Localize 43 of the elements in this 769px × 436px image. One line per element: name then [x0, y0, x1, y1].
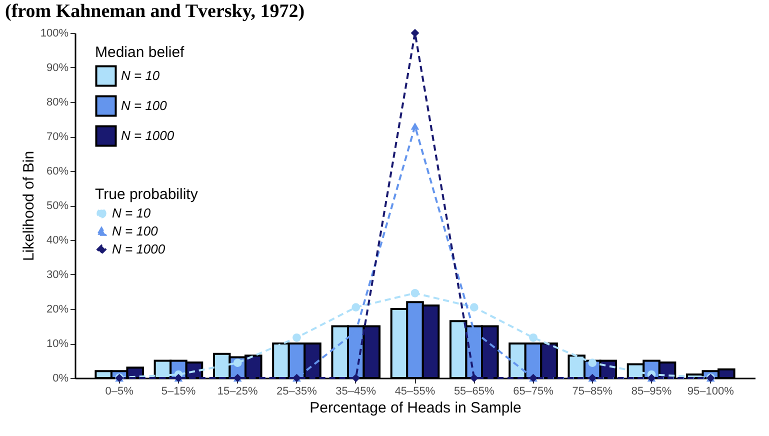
- x-tick-label: 95–100%: [687, 386, 734, 398]
- point: [410, 122, 420, 130]
- point: [352, 303, 360, 312]
- y-tick-label: 70%: [46, 131, 69, 143]
- x-axis-title: Percentage of Heads in Sample: [310, 400, 522, 416]
- point: [352, 374, 360, 382]
- point: [410, 288, 420, 298]
- x-tick-label: 65–75%: [513, 386, 554, 398]
- y-axis-title: Likelihood of Bin: [20, 150, 38, 262]
- legend-label: N = 100: [112, 224, 159, 238]
- y-tick-label: 100%: [40, 28, 69, 40]
- y-tick-label: 90%: [46, 62, 69, 74]
- point: [470, 303, 478, 312]
- x-tick-label: 15–25%: [217, 386, 258, 398]
- x-tick-label: 45–55%: [394, 386, 436, 398]
- point: [470, 374, 478, 382]
- legend-label: N = 10: [121, 68, 160, 83]
- x-tick-label: 5–15%: [161, 386, 196, 398]
- x-tick-label: 0–5%: [105, 386, 134, 398]
- y-tick-label: 60%: [46, 166, 69, 178]
- y-tick-label: 50%: [46, 200, 69, 212]
- point: [529, 333, 538, 342]
- legend-label: N = 1000: [121, 128, 175, 143]
- y-tick-label: 40%: [46, 234, 69, 246]
- legend-label: N = 10: [112, 206, 152, 220]
- y-tick-label: 10%: [46, 338, 69, 350]
- chart-title: (from Kahneman and Tversky, 1972): [5, 1, 305, 22]
- point: [410, 28, 420, 38]
- legend-title: Median belief: [95, 44, 186, 61]
- x-tick-label: 35–45%: [336, 386, 376, 398]
- y-tick-label: 0%: [52, 372, 69, 384]
- y-tick-label: 80%: [46, 96, 69, 108]
- point: [588, 358, 597, 367]
- x-tick-label: 75–85%: [572, 386, 613, 398]
- annotation: True probability: [95, 186, 198, 203]
- y-tick-label: 30%: [46, 269, 69, 281]
- x-tick-label: 85–95%: [631, 386, 672, 398]
- x-tick-label: 25–35%: [276, 386, 318, 398]
- y-tick-label: 20%: [46, 304, 69, 316]
- legend-label: N = 100: [121, 98, 168, 113]
- legend-label: N = 1000: [112, 242, 166, 256]
- point: [292, 333, 301, 342]
- x-tick-label: 55–65%: [454, 386, 495, 398]
